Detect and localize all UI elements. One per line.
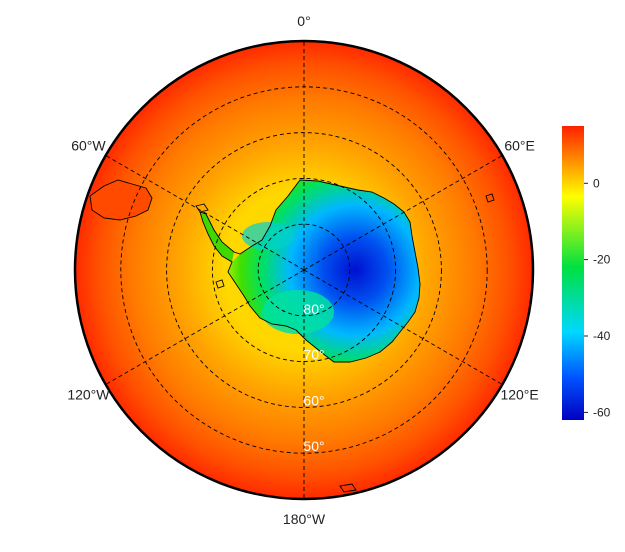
longitude-label: 0° <box>297 13 310 29</box>
latitude-label: 70° <box>303 347 324 363</box>
antarctica-coastline <box>199 179 421 363</box>
longitude-labels: 0° 60°E 120°E 180°W 120°W 60°W <box>67 13 538 527</box>
longitude-label: 60°E <box>504 138 535 154</box>
island-coastline <box>195 203 209 213</box>
meridian-line <box>303 155 503 271</box>
ice-shelf-ross <box>262 290 334 334</box>
south-america-land <box>90 180 152 220</box>
longitude-label: 180°W <box>283 511 326 527</box>
meridian-line <box>105 155 305 271</box>
colorbar-tick-label: -40 <box>593 329 611 343</box>
latitude-circle <box>166 132 442 408</box>
latitude-label: 50° <box>303 438 324 454</box>
longitude-label: 60°W <box>71 138 106 154</box>
meridian-line <box>105 269 305 385</box>
ice-shelf-weddle <box>242 222 294 250</box>
island-coastline <box>215 279 225 289</box>
graticule <box>105 41 503 499</box>
colorbar-tick-label: 0 <box>593 176 600 190</box>
latitude-labels: 80° 70° 60° 50° <box>303 301 324 454</box>
longitude-label: 120°E <box>500 387 538 403</box>
island-coastline <box>485 193 495 203</box>
south-america-coastline <box>89 179 153 221</box>
latitude-label: 60° <box>303 392 324 408</box>
map-border <box>73 39 535 501</box>
antarctic-peninsula <box>200 212 234 262</box>
colorbar: 0 -20 -40 -60 <box>562 126 611 420</box>
longitude-label: 120°W <box>67 387 110 403</box>
colorbar-tick-label: -60 <box>593 405 611 419</box>
colorbar-ramp <box>562 126 584 420</box>
colorbar-ticks: 0 -20 -40 -60 <box>584 176 611 419</box>
meridian-line <box>303 269 503 385</box>
latitude-label: 80° <box>303 301 324 317</box>
island-coastline <box>339 483 357 493</box>
coastlines <box>89 179 495 493</box>
colorbar-tick-label: -20 <box>593 253 611 267</box>
